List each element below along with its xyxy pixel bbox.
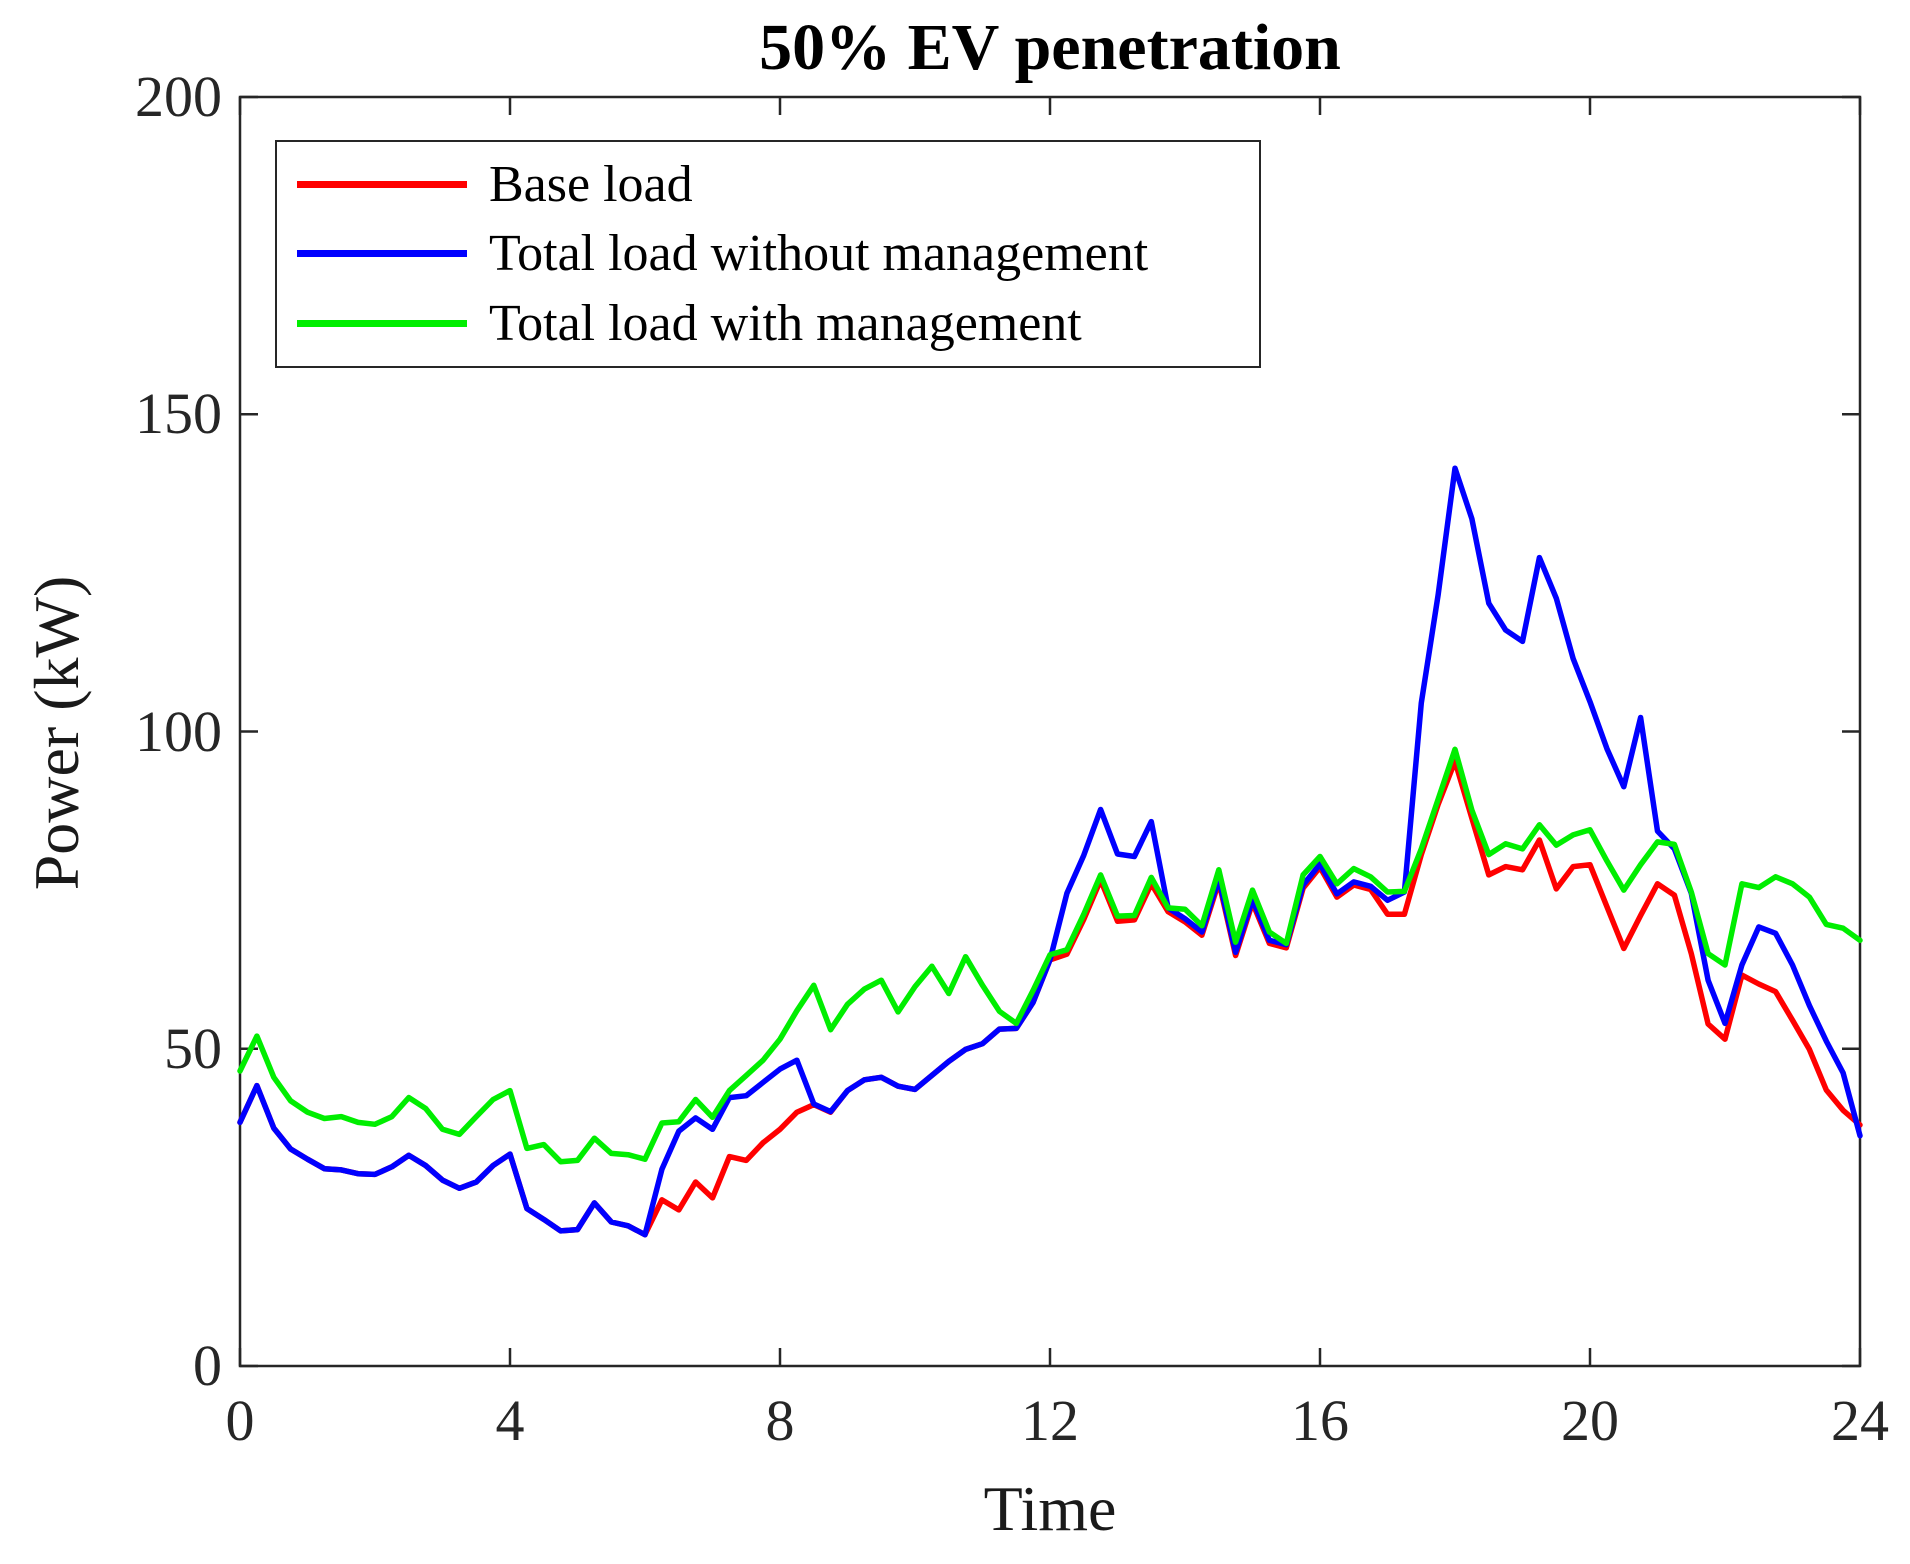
x-axis-label: Time — [983, 1473, 1117, 1544]
legend-label: Base load — [489, 156, 693, 214]
series-line-2 — [237, 746, 1863, 1165]
x-tick-label: 20 — [1561, 1388, 1619, 1453]
y-tick-label: 150 — [135, 381, 222, 447]
total-with-management-line-swatch — [297, 319, 467, 327]
total-without-management-line-swatch — [297, 250, 467, 258]
x-tick-label: 0 — [225, 1388, 255, 1453]
x-tick-label: 12 — [1021, 1388, 1079, 1453]
y-tick-label: 200 — [135, 64, 222, 129]
legend-item-base-load: Base load — [277, 152, 1259, 218]
y-tick-label: 0 — [193, 1333, 222, 1398]
x-tick-label: 24 — [1831, 1388, 1889, 1453]
x-tick-label: 8 — [765, 1388, 795, 1453]
series-line-0 — [237, 758, 1863, 1238]
x-tick-label: 4 — [495, 1388, 525, 1453]
y-tick-label: 50 — [164, 1015, 222, 1081]
x-tick-label: 16 — [1291, 1388, 1349, 1453]
series-line-1 — [237, 465, 1863, 1238]
legend-label: Total load with management — [489, 294, 1082, 352]
chart-title: 50% EV penetration — [759, 11, 1341, 84]
legend-item-total-with-management: Total load with management — [277, 290, 1259, 356]
legend-label: Total load without management — [489, 225, 1149, 283]
base-load-line-swatch — [297, 181, 467, 189]
y-tick-label: 100 — [135, 698, 222, 764]
legend-item-total-without-management: Total load without management — [277, 221, 1259, 287]
legend: Base load Total load without management … — [275, 140, 1261, 368]
